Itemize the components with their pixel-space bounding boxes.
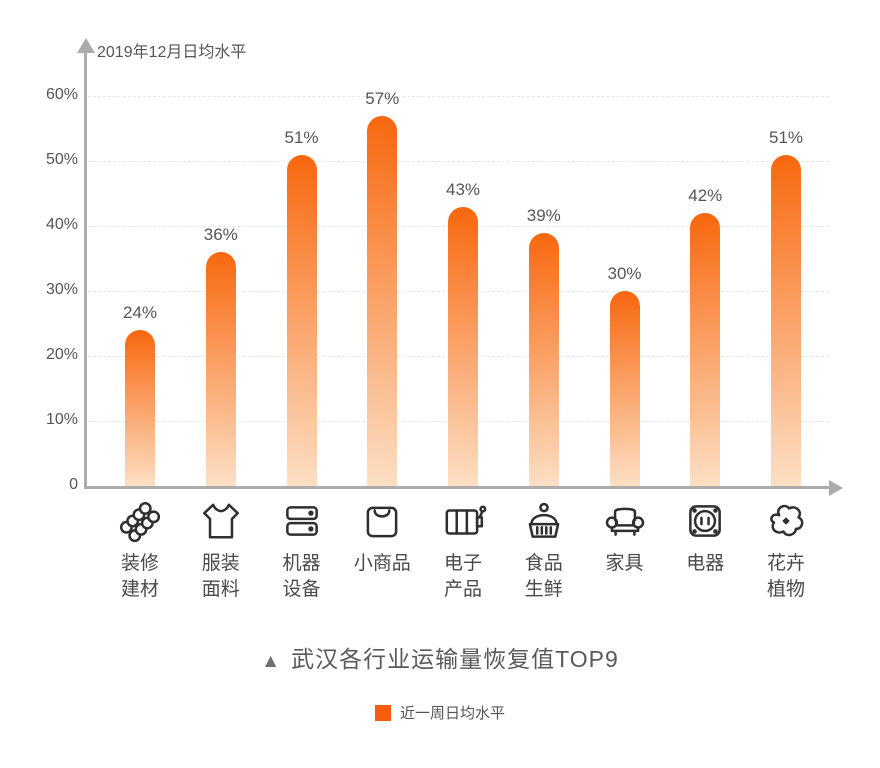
y-tick-label: 0 [69, 476, 78, 493]
category-label-电器: 电器 [686, 553, 725, 574]
bar-小商品[interactable] [367, 115, 398, 486]
y-axis-title: 2019年12月日均水平 [97, 44, 247, 61]
bar-value-label: 42% [688, 186, 723, 205]
gridline-60 [88, 95, 829, 97]
category-label-小商品: 小商品 [353, 553, 411, 574]
bar-value-label: 57% [365, 88, 400, 108]
category-label-花卉植物: 花卉 植物 [766, 553, 805, 600]
bar-value-label: 36% [203, 225, 238, 244]
bar-服装面料[interactable] [205, 252, 236, 486]
y-tick-label: 20% [45, 346, 78, 363]
bar-value-label: 24% [122, 303, 158, 322]
chart-caption: ▲ 武汉各行业运输量恢复值TOP9 [0, 640, 880, 674]
food-cover-icon [521, 498, 567, 544]
bar-机器设备[interactable] [286, 154, 317, 486]
y-tick-label: 40% [45, 216, 78, 233]
tshirt-icon [198, 498, 244, 544]
machine-icon [440, 498, 487, 544]
legend-swatch [374, 704, 391, 721]
bar-value-label: 39% [526, 205, 561, 225]
x-axis-line [84, 486, 831, 489]
bar-value-label: 51% [284, 127, 319, 147]
gridline-50 [88, 160, 829, 162]
legend: 近一周日均水平 [0, 702, 880, 723]
category-label-机器设备: 机器 设备 [282, 553, 321, 600]
shopping-bag-icon [359, 498, 405, 544]
bar-电器[interactable] [690, 213, 721, 486]
y-tick-label: 50% [45, 151, 78, 168]
server-icon [279, 498, 325, 544]
y-tick-label: 10% [45, 411, 78, 428]
legend-label: 近一周日均水平 [399, 705, 505, 722]
y-axis-line [84, 52, 87, 489]
bar-value-label: 30% [607, 264, 642, 283]
category-label-家具: 家具 [605, 553, 644, 574]
sofa-icon [602, 498, 648, 544]
category-label-食品生鲜: 食品 生鲜 [524, 553, 563, 600]
chart-caption-text: 武汉各行业运输量恢复值TOP9 [291, 646, 619, 672]
x-axis-arrow-icon [829, 479, 843, 496]
category-label-装修建材: 装修 建材 [120, 553, 159, 600]
y-tick-label: 60% [45, 86, 78, 103]
bar-value-label: 43% [445, 179, 481, 199]
triangle-marker-icon: ▲ [261, 651, 282, 672]
bar-装修建材[interactable] [125, 330, 155, 486]
bar-花卉植物[interactable] [771, 154, 801, 486]
bar-电子产品[interactable] [448, 206, 478, 486]
bar-value-label: 51% [768, 127, 804, 147]
bar-食品生鲜[interactable] [528, 232, 559, 486]
category-label-服装面料: 服装 面料 [201, 553, 240, 600]
bar-家具[interactable] [609, 291, 640, 486]
pipes-icon [117, 498, 163, 544]
socket-icon [682, 498, 728, 544]
category-label-电子产品: 电子 产品 [443, 553, 482, 600]
y-axis-arrow-icon [76, 38, 95, 53]
flower-icon [763, 498, 809, 544]
y-tick-label: 30% [45, 281, 78, 298]
